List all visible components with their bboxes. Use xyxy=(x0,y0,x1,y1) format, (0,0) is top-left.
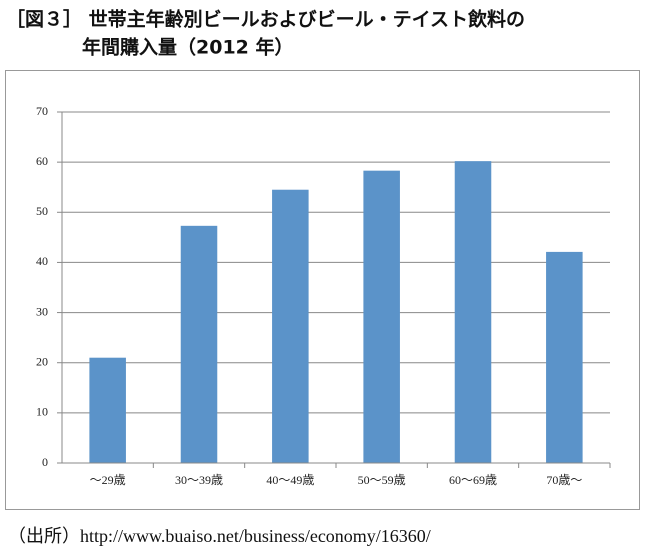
x-tick-label: 30～39歳 xyxy=(175,473,223,487)
bar xyxy=(363,170,400,463)
x-tick-label: 60～69歳 xyxy=(449,473,497,487)
x-tick-label: 50～59歳 xyxy=(358,473,406,487)
bar xyxy=(272,189,309,463)
chart-title: ［図３］ 世帯主年齢別ビールおよびビール・テイスト飲料の xyxy=(6,8,525,31)
y-tick-label: 0 xyxy=(42,455,48,469)
y-tick-label: 10 xyxy=(36,405,48,419)
y-tick-label: 30 xyxy=(36,304,48,318)
bar xyxy=(454,161,492,463)
bar xyxy=(546,251,583,463)
x-tick-label: ～29歳 xyxy=(90,473,126,487)
y-tick-label: 50 xyxy=(36,204,48,218)
bar xyxy=(180,225,218,463)
y-tick-label: 40 xyxy=(36,254,48,268)
y-tick-label: 20 xyxy=(36,354,48,368)
chart-title: 年間購入量（2012 年） xyxy=(82,36,294,59)
y-tick-label: 60 xyxy=(36,154,48,168)
bar xyxy=(89,357,126,463)
x-tick-label: 70歳～ xyxy=(546,473,582,487)
source: （出所）http://www.buaiso.net/business/econo… xyxy=(8,526,431,546)
x-tick-label: 40～49歳 xyxy=(266,473,314,487)
y-tick-label: 70 xyxy=(36,104,48,118)
chart-frame xyxy=(5,70,640,510)
